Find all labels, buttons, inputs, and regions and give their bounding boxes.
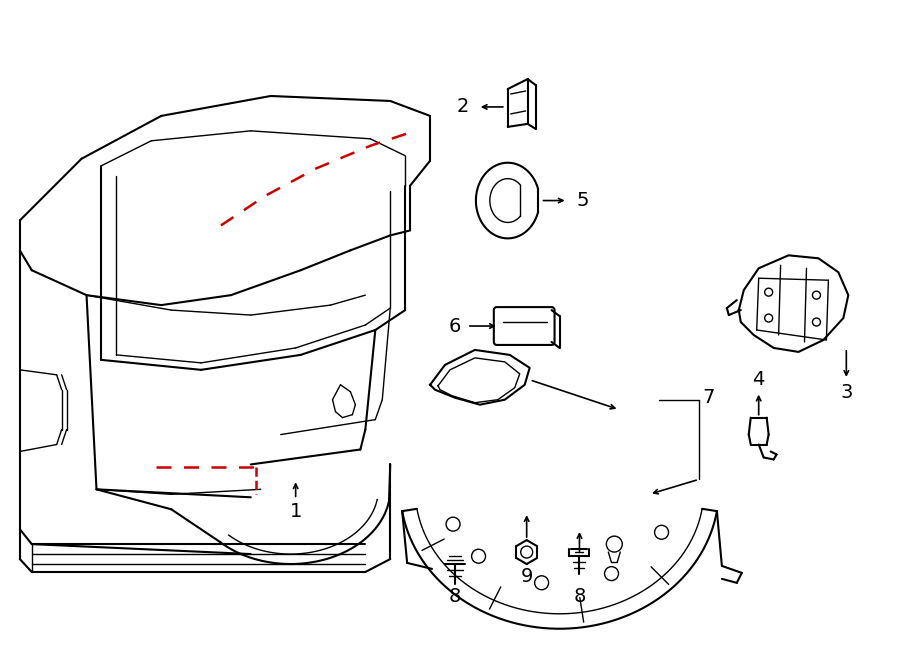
Text: 6: 6 [449, 317, 461, 336]
Text: 5: 5 [576, 191, 589, 210]
Text: 4: 4 [752, 370, 765, 389]
FancyBboxPatch shape [494, 307, 554, 345]
Text: 9: 9 [520, 567, 533, 586]
Text: 1: 1 [290, 502, 302, 521]
Text: 8: 8 [449, 588, 461, 606]
Text: 8: 8 [573, 588, 586, 606]
Text: 7: 7 [703, 388, 716, 407]
Text: 3: 3 [840, 383, 852, 403]
Text: 2: 2 [457, 97, 469, 116]
